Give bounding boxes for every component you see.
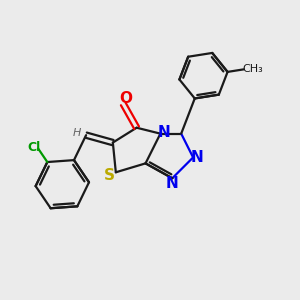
Text: O: O [119, 91, 132, 106]
Text: H: H [72, 128, 81, 138]
Text: CH₃: CH₃ [242, 64, 263, 74]
Text: N: N [190, 150, 203, 165]
Text: N: N [158, 125, 170, 140]
Text: N: N [166, 176, 179, 191]
Text: Cl: Cl [27, 141, 40, 154]
Text: S: S [104, 168, 116, 183]
